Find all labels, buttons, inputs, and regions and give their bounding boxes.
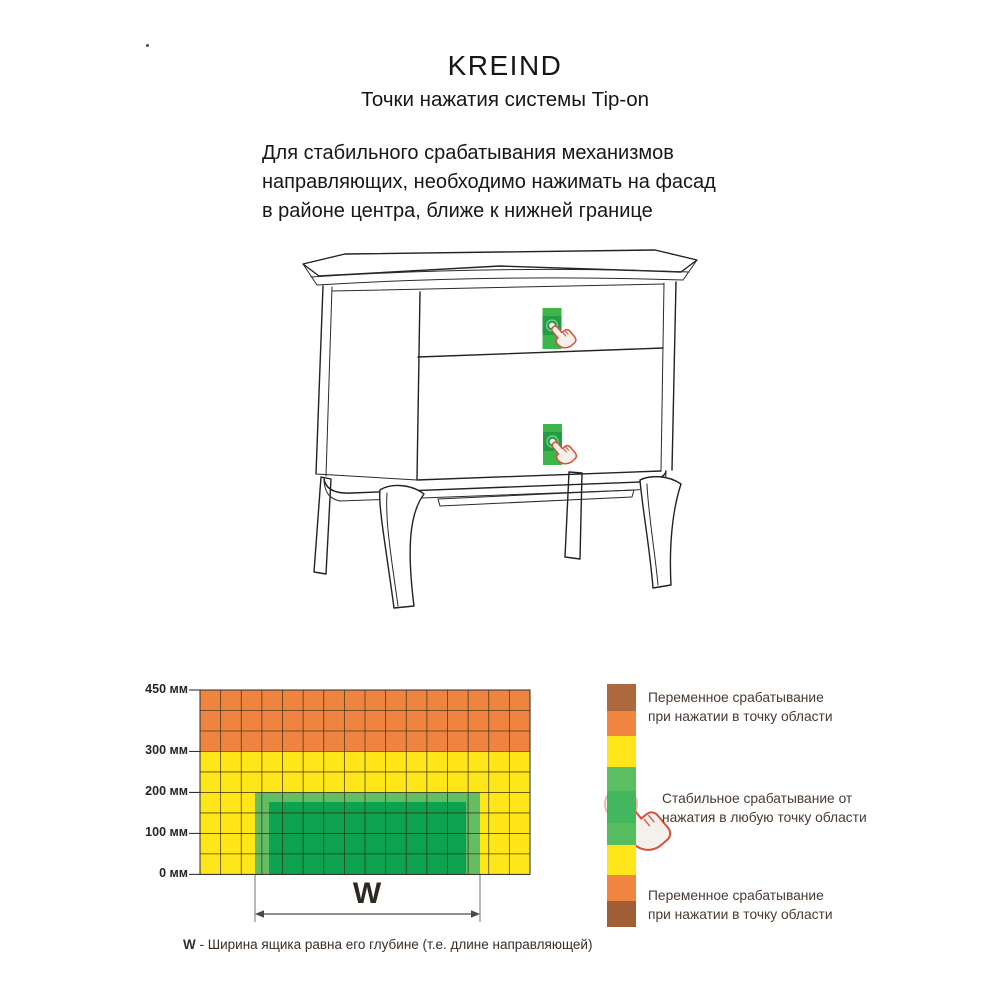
- legend-color-bar: [607, 684, 636, 927]
- pointing-hand-icon: [547, 320, 577, 351]
- intro-line: Для стабильного срабатывания механизмов: [262, 142, 674, 164]
- legend-item-line: при нажатии в точку области: [648, 709, 833, 724]
- grid-border: [199, 689, 531, 875]
- w-dimension: [254, 875, 481, 922]
- legend-item-line: Переменное срабатывание: [648, 690, 824, 705]
- nightstand-drawing: [302, 249, 698, 609]
- intro-line: направляющих, необходимо нажимать на фас…: [262, 171, 716, 193]
- pointing-hand-icon: [548, 436, 578, 467]
- press-zone-chart: [189, 689, 531, 922]
- axis-tick-label: 450 мм: [145, 682, 188, 696]
- nightstand-rear-legs: [313, 471, 583, 575]
- stray-dot: [146, 44, 149, 47]
- chart-caption: W - Ширина ящика равна его глубине (т.е.…: [183, 937, 592, 952]
- page-subtitle: Точки нажатия системы Tip-on: [360, 88, 650, 111]
- legend-color-segment: [607, 823, 636, 845]
- legend-item-variable-bottom: Переменное срабатывание при нажатии в то…: [648, 886, 833, 924]
- axis-ticks: [189, 689, 201, 875]
- legend-item-stable: Стабильное срабатывание от нажатия в люб…: [662, 789, 867, 827]
- legend-color-segment: [607, 684, 636, 711]
- intro-line: в районе центра, ближе к нижней границе: [262, 200, 653, 222]
- axis-tick-label: 0 мм: [159, 866, 188, 880]
- zone-stable-core: [269, 802, 466, 874]
- caption-lead: W: [183, 937, 196, 952]
- axis-tick-label: 100 мм: [145, 825, 188, 839]
- legend-color-segment: [607, 736, 636, 767]
- legend-color-segment: [607, 791, 636, 823]
- w-dimension-label: W: [352, 877, 382, 910]
- legend-item-line: Переменное срабатывание: [648, 888, 824, 903]
- nightstand-body: [315, 281, 677, 481]
- press-point-icon-top-drawer: [542, 308, 578, 351]
- legend-item-line: Стабильное срабатывание от: [662, 791, 853, 806]
- legend-item-line: при нажатии в точку области: [648, 907, 833, 922]
- nightstand-front-legs: [378, 475, 682, 609]
- intro-text: Для стабильного срабатывания механизмов …: [262, 139, 716, 226]
- press-point-icon-bottom-drawer: [543, 424, 578, 467]
- legend-item-variable-top: Переменное срабатывание при нажатии в то…: [648, 688, 833, 726]
- legend-color-segment: [607, 875, 636, 901]
- nightstand-top: [302, 249, 698, 286]
- axis-tick-label: 300 мм: [145, 743, 188, 757]
- legend-color-segment: [607, 711, 636, 736]
- legend-color-segment: [607, 845, 636, 875]
- legend-color-segment: [607, 901, 636, 927]
- legend-color-segment: [607, 767, 636, 791]
- caption-text: - Ширина ящика равна его глубине (т.е. д…: [195, 937, 593, 952]
- nightstand-stretcher: [437, 489, 635, 507]
- legend-item-line: нажатия в любую точку области: [662, 810, 867, 825]
- axis-tick-label: 200 мм: [145, 784, 188, 798]
- brand-title: KREIND: [447, 50, 563, 81]
